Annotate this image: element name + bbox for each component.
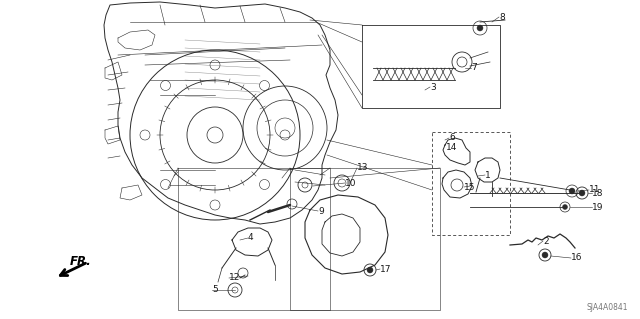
- Text: 12: 12: [229, 273, 241, 283]
- Text: 4: 4: [248, 234, 253, 242]
- Circle shape: [569, 188, 575, 194]
- Circle shape: [477, 25, 483, 31]
- Text: 3: 3: [430, 83, 436, 92]
- Text: 1: 1: [485, 170, 491, 180]
- Text: 7: 7: [471, 63, 477, 72]
- Text: 8: 8: [499, 12, 505, 21]
- Text: 19: 19: [592, 203, 604, 211]
- Circle shape: [579, 190, 585, 196]
- Text: 6: 6: [449, 133, 455, 143]
- Text: 14: 14: [446, 144, 458, 152]
- Circle shape: [542, 252, 548, 258]
- Text: 13: 13: [357, 164, 369, 173]
- Circle shape: [563, 204, 568, 210]
- Text: 16: 16: [571, 254, 582, 263]
- Text: 18: 18: [592, 189, 604, 197]
- Text: SJA4A0841: SJA4A0841: [586, 303, 628, 312]
- Text: FR.: FR.: [70, 255, 92, 268]
- Circle shape: [367, 267, 373, 273]
- Text: 9: 9: [318, 206, 324, 216]
- Text: 10: 10: [345, 179, 356, 188]
- Text: 11: 11: [589, 186, 600, 195]
- Text: 2: 2: [543, 236, 548, 246]
- Text: 17: 17: [380, 264, 392, 273]
- Text: 5: 5: [212, 286, 218, 294]
- Text: 15: 15: [464, 182, 476, 191]
